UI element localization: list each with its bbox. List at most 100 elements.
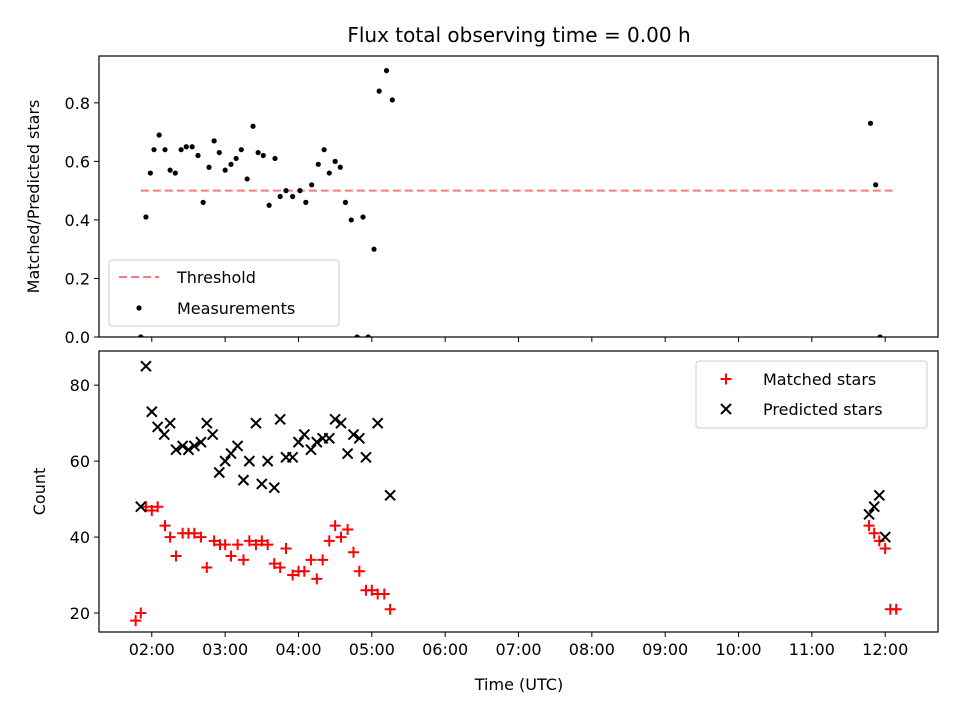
x-axis-label: Time (UTC) <box>474 675 563 694</box>
predicted-star-point <box>371 417 384 429</box>
predicted-star-point <box>298 428 311 441</box>
matched-star-point <box>873 535 885 547</box>
matched-star-point <box>378 588 390 600</box>
y-tick-label: 60 <box>70 452 90 471</box>
matched-star-point <box>890 603 902 615</box>
predicted-star-point <box>261 455 274 467</box>
matched-star-point <box>195 531 207 543</box>
predicted-star-point <box>182 444 195 456</box>
measurement-point <box>172 170 178 176</box>
matched-star-point <box>159 520 171 532</box>
legend-threshold-label: Threshold <box>176 268 256 287</box>
panel-counts: 02:00 03:00 04:00 05:00 06:00 07:00 08:00 09:00… <box>30 350 939 659</box>
measurement-point <box>342 199 349 205</box>
measurement-point <box>337 164 343 170</box>
measurement-point <box>376 88 382 94</box>
predicted-star-point <box>353 432 366 445</box>
matched-star-point <box>323 535 335 547</box>
legend-box <box>695 360 928 429</box>
predicted-star-point <box>305 444 317 456</box>
x-tick-label: 02:00 <box>129 640 175 659</box>
measurement-point <box>266 202 272 208</box>
predicted-star-point <box>873 489 886 502</box>
matched-star-point <box>225 550 237 562</box>
predicted-star-point <box>268 481 280 494</box>
y-tick-label: 0.8 <box>65 94 90 113</box>
measurement-point <box>138 334 144 337</box>
predicted-star-point <box>274 413 286 426</box>
measurement-point <box>365 334 371 337</box>
x-tick-label: 06:00 <box>422 640 468 659</box>
measurement-point <box>290 193 296 200</box>
measurement-point <box>260 152 266 159</box>
predicted-star-point <box>206 428 219 441</box>
measurement-point <box>162 147 168 153</box>
measurement-point <box>244 176 250 182</box>
matched-star-point <box>280 542 292 554</box>
legend-matched-swatch <box>720 373 732 385</box>
predicted-star-point <box>323 432 335 445</box>
matched-star-point <box>879 542 891 554</box>
y-tick-label: 0.6 <box>65 152 90 171</box>
measurement-point <box>200 199 206 205</box>
matched-star-point <box>335 531 347 543</box>
y-tick-label: 0.0 <box>65 328 90 347</box>
measurement-point <box>867 120 874 126</box>
predicted-star-point <box>231 440 244 452</box>
legend-predicted-swatch <box>720 403 732 415</box>
measurement-point <box>250 123 256 129</box>
matched-star-point <box>243 535 255 547</box>
matched-star-point <box>305 554 317 566</box>
y-tick-label: 40 <box>70 528 90 547</box>
legend-predicted-label: Predicted stars <box>763 400 883 419</box>
measurement-point <box>255 149 261 156</box>
measurement-point <box>360 214 366 220</box>
matched-star-point <box>237 554 249 566</box>
y-tick-label: 20 <box>70 604 90 623</box>
matched-star-point <box>317 554 329 566</box>
predicted-star-point <box>213 466 225 479</box>
measurement-point <box>371 246 377 252</box>
matched-star-point <box>868 527 880 539</box>
y-axis-label: Matched/Predicted stars <box>24 100 43 294</box>
matched-star-point <box>232 539 244 551</box>
predicted-star-point <box>250 417 262 429</box>
matched-star-point <box>164 531 176 543</box>
matched-star-point <box>140 501 152 513</box>
x-tick-label: 07:00 <box>495 640 541 659</box>
predicted-star-point <box>201 417 213 429</box>
plot-area <box>138 68 893 337</box>
matched-star-point <box>366 584 378 596</box>
measurement-point <box>877 334 883 337</box>
matched-star-point <box>250 539 262 551</box>
predicted-star-point <box>170 444 182 456</box>
measurement-point <box>383 68 390 74</box>
y-axis-label: Count <box>30 468 49 516</box>
measurement-point <box>238 147 244 153</box>
matched-star-point <box>347 546 359 558</box>
predicted-star-point <box>879 531 891 543</box>
axes-frame <box>98 350 939 633</box>
x-tick-label: 10:00 <box>715 640 761 659</box>
y-tick-label: 80 <box>70 376 90 395</box>
measurement-point <box>354 334 360 337</box>
measurement-point <box>156 132 162 138</box>
predicted-star-point <box>868 500 880 513</box>
predicted-star-point <box>164 417 176 429</box>
measurement-point <box>321 147 327 153</box>
matched-star-point <box>219 539 231 551</box>
y-tick-label: 0.2 <box>65 269 90 288</box>
legend-matched-label: Matched stars <box>763 370 876 389</box>
matched-star-point <box>152 501 164 513</box>
matched-star-point <box>353 565 365 577</box>
matched-star-point <box>274 561 286 573</box>
matched-star-point <box>863 520 875 532</box>
legend-box <box>108 259 340 327</box>
predicted-star-point <box>256 478 268 490</box>
matched-star-point <box>329 520 341 532</box>
measurement-point <box>326 170 332 176</box>
matched-star-point <box>188 527 200 539</box>
x-tick-label: 04:00 <box>275 640 321 659</box>
matched-star-point <box>287 569 299 581</box>
predicted-star-point <box>243 455 256 467</box>
